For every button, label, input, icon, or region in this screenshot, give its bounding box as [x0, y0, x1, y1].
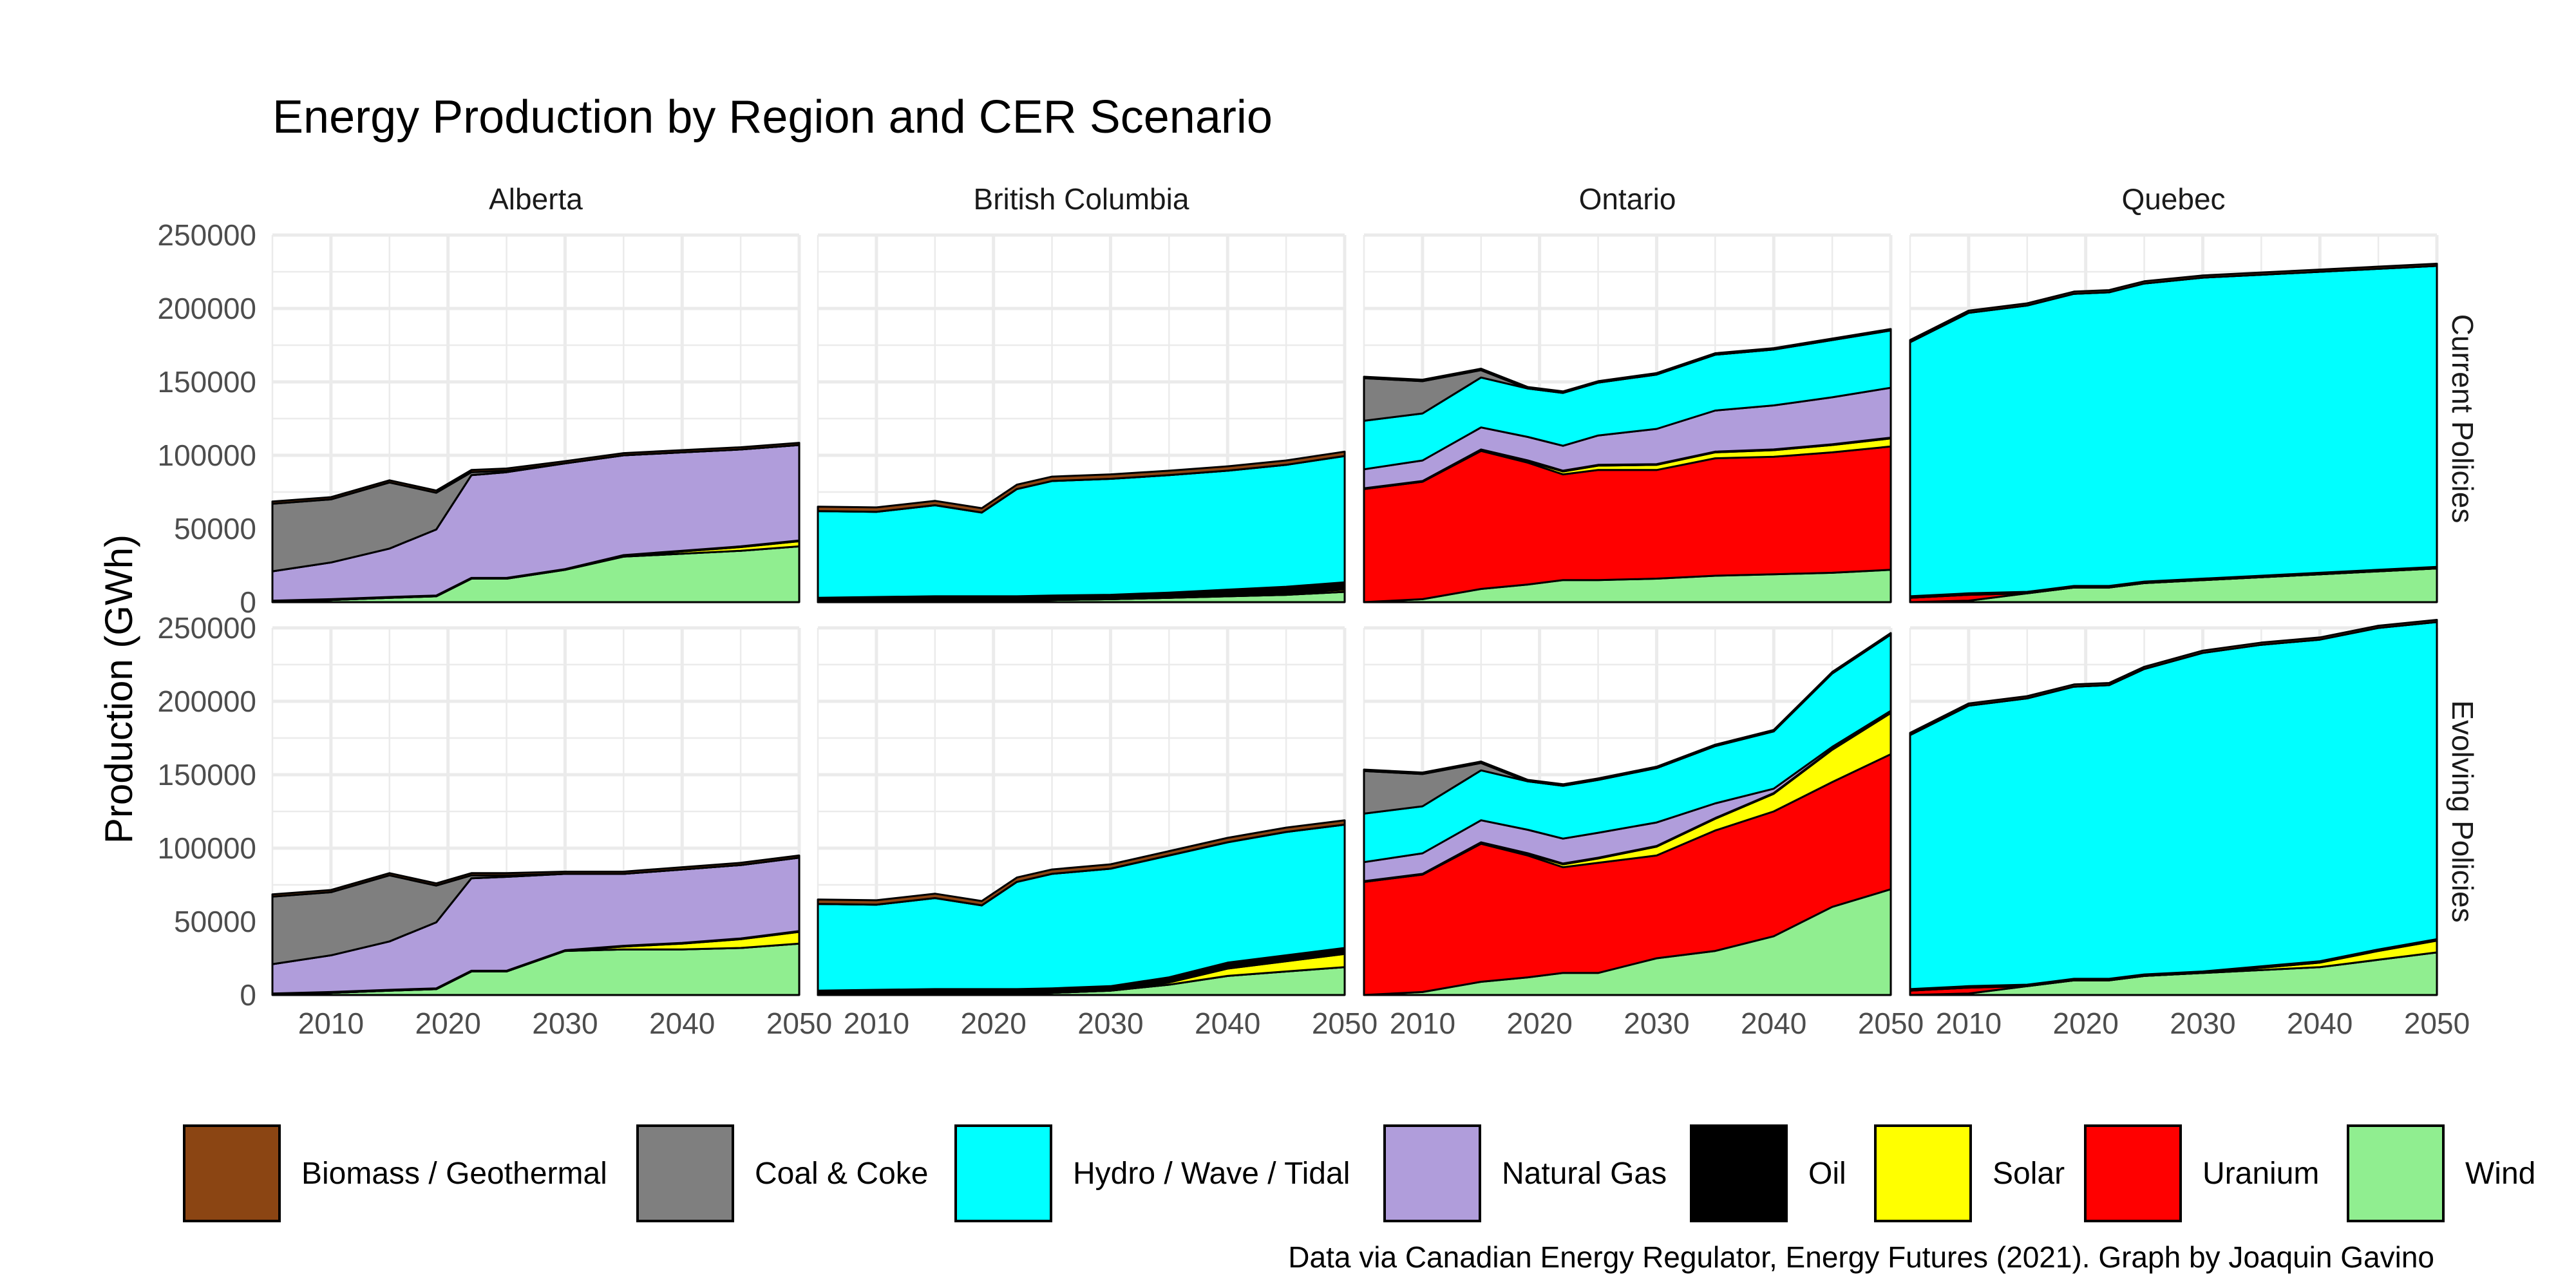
facet-panels: Alberta British Columbia Ontario Quebec Curr…: [158, 182, 2480, 1040]
y-tick-label: 100000: [158, 439, 257, 472]
area-biomass-geothermal: [1909, 619, 2438, 736]
x-tick-label: 2030: [2170, 1007, 2235, 1040]
legend-item-uranium: Uranium: [2084, 1124, 2319, 1222]
legend-item-biomass-geothermal: Biomass / Geothermal: [183, 1124, 607, 1222]
facet-label-evolving-policies: Evolving Policies: [2446, 700, 2479, 922]
legend-swatch-wind: [2347, 1124, 2445, 1222]
facet-label-british-columbia: British Columbia: [974, 182, 1189, 216]
y-tick-label: 250000: [158, 611, 257, 645]
panel-alberta-current-policies: [271, 233, 801, 604]
x-tick-label: 2020: [2052, 1007, 2118, 1040]
x-tick-label: 2040: [1741, 1007, 1806, 1040]
legend-swatch-solar: [1874, 1124, 1972, 1222]
x-tick-label: 2030: [1077, 1007, 1143, 1040]
legend-swatch-natural-gas: [1383, 1124, 1481, 1222]
y-tick-label: 150000: [158, 365, 257, 399]
legend-label: Coal & Coke: [755, 1157, 928, 1191]
legend-label: Oil: [1808, 1157, 1846, 1191]
legend-label: Biomass / Geothermal: [301, 1157, 607, 1191]
legend-swatch-coal-coke: [636, 1124, 734, 1222]
facet-label-quebec: Quebec: [2121, 182, 2225, 216]
area-biomass-geothermal: [1909, 263, 2438, 343]
legend-swatch-hydro-wave-tidal: [954, 1124, 1052, 1222]
area-biomass-geothermal: [271, 442, 800, 505]
y-tick-label: 200000: [158, 292, 257, 325]
chart-title: Energy Production by Region and CER Scen…: [272, 91, 1273, 143]
area-biomass-geothermal: [817, 819, 1346, 907]
legend-label: Natural Gas: [1502, 1157, 1667, 1191]
panel-ontario-current-policies: [1363, 233, 1893, 604]
legend-label: Solar: [1993, 1157, 2065, 1191]
x-tick-label: 2020: [1506, 1007, 1572, 1040]
x-tick-label: 2010: [1936, 1007, 2002, 1040]
x-tick-label: 2050: [766, 1007, 832, 1040]
panel-british-columbia-current-policies: [817, 233, 1347, 604]
y-tick-label: 50000: [174, 512, 256, 545]
legend-label: Uranium: [2202, 1157, 2319, 1191]
y-tick-label: 0: [240, 585, 256, 619]
x-tick-label: 2010: [298, 1007, 364, 1040]
y-tick-label: 0: [240, 978, 256, 1012]
facet-label-current-policies: Current Policies: [2446, 314, 2479, 524]
x-tick-label: 2050: [1312, 1007, 1378, 1040]
x-tick-label: 2020: [960, 1007, 1026, 1040]
legend-item-hydro-wave-tidal: Hydro / Wave / Tidal: [954, 1124, 1350, 1222]
y-tick-label: 150000: [158, 758, 257, 791]
panel-ontario-evolving-policies: [1363, 626, 1893, 997]
area-biomass-geothermal: [817, 450, 1346, 514]
y-tick-label: 250000: [158, 218, 257, 252]
legend-label: Hydro / Wave / Tidal: [1073, 1157, 1350, 1191]
caption: Data via Canadian Energy Regulator, Ener…: [1288, 1240, 2434, 1274]
legend: Biomass / Geothermal Coal & Coke Hydro / W…: [183, 1124, 2535, 1222]
area-hydro-wave-tidal: [1909, 621, 2438, 990]
x-tick-label: 2050: [1858, 1007, 1924, 1040]
legend-swatch-biomass-geothermal: [183, 1124, 281, 1222]
panel-alberta-evolving-policies: [271, 626, 801, 997]
legend-label: Wind: [2465, 1157, 2535, 1191]
facet-label-ontario: Ontario: [1579, 182, 1676, 216]
x-tick-label: 2030: [532, 1007, 598, 1040]
y-tick-label: 50000: [174, 905, 256, 938]
x-tick-label: 2020: [415, 1007, 480, 1040]
panel-british-columbia-evolving-policies: [817, 626, 1347, 997]
area-biomass-geothermal: [1363, 632, 1892, 787]
legend-swatch-oil: [1690, 1124, 1788, 1222]
x-tick-label: 2040: [2287, 1007, 2353, 1040]
x-tick-label: 2040: [649, 1007, 715, 1040]
legend-item-solar: Solar: [1874, 1124, 2065, 1222]
x-tick-label: 2040: [1195, 1007, 1260, 1040]
legend-item-wind: Wind: [2347, 1124, 2535, 1222]
x-tick-label: 2010: [844, 1007, 909, 1040]
facet-label-alberta: Alberta: [489, 182, 583, 216]
x-tick-label: 2050: [2404, 1007, 2470, 1040]
area-biomass-geothermal: [271, 854, 800, 898]
area-hydro-wave-tidal: [1909, 265, 2438, 598]
panel-quebec-evolving-policies: [1909, 619, 2439, 997]
x-tick-label: 2030: [1624, 1007, 1689, 1040]
legend-item-natural-gas: Natural Gas: [1383, 1124, 1667, 1222]
x-tick-label: 2010: [1390, 1007, 1455, 1040]
y-tick-label: 100000: [158, 831, 257, 865]
y-axis-label: Production (GWh): [97, 535, 140, 844]
legend-item-coal-coke: Coal & Coke: [636, 1124, 928, 1222]
y-tick-label: 200000: [158, 685, 257, 718]
legend-swatch-uranium: [2084, 1124, 2182, 1222]
area-biomass-geothermal: [1363, 328, 1892, 394]
panel-quebec-current-policies: [1909, 233, 2439, 604]
legend-item-oil: Oil: [1690, 1124, 1846, 1222]
